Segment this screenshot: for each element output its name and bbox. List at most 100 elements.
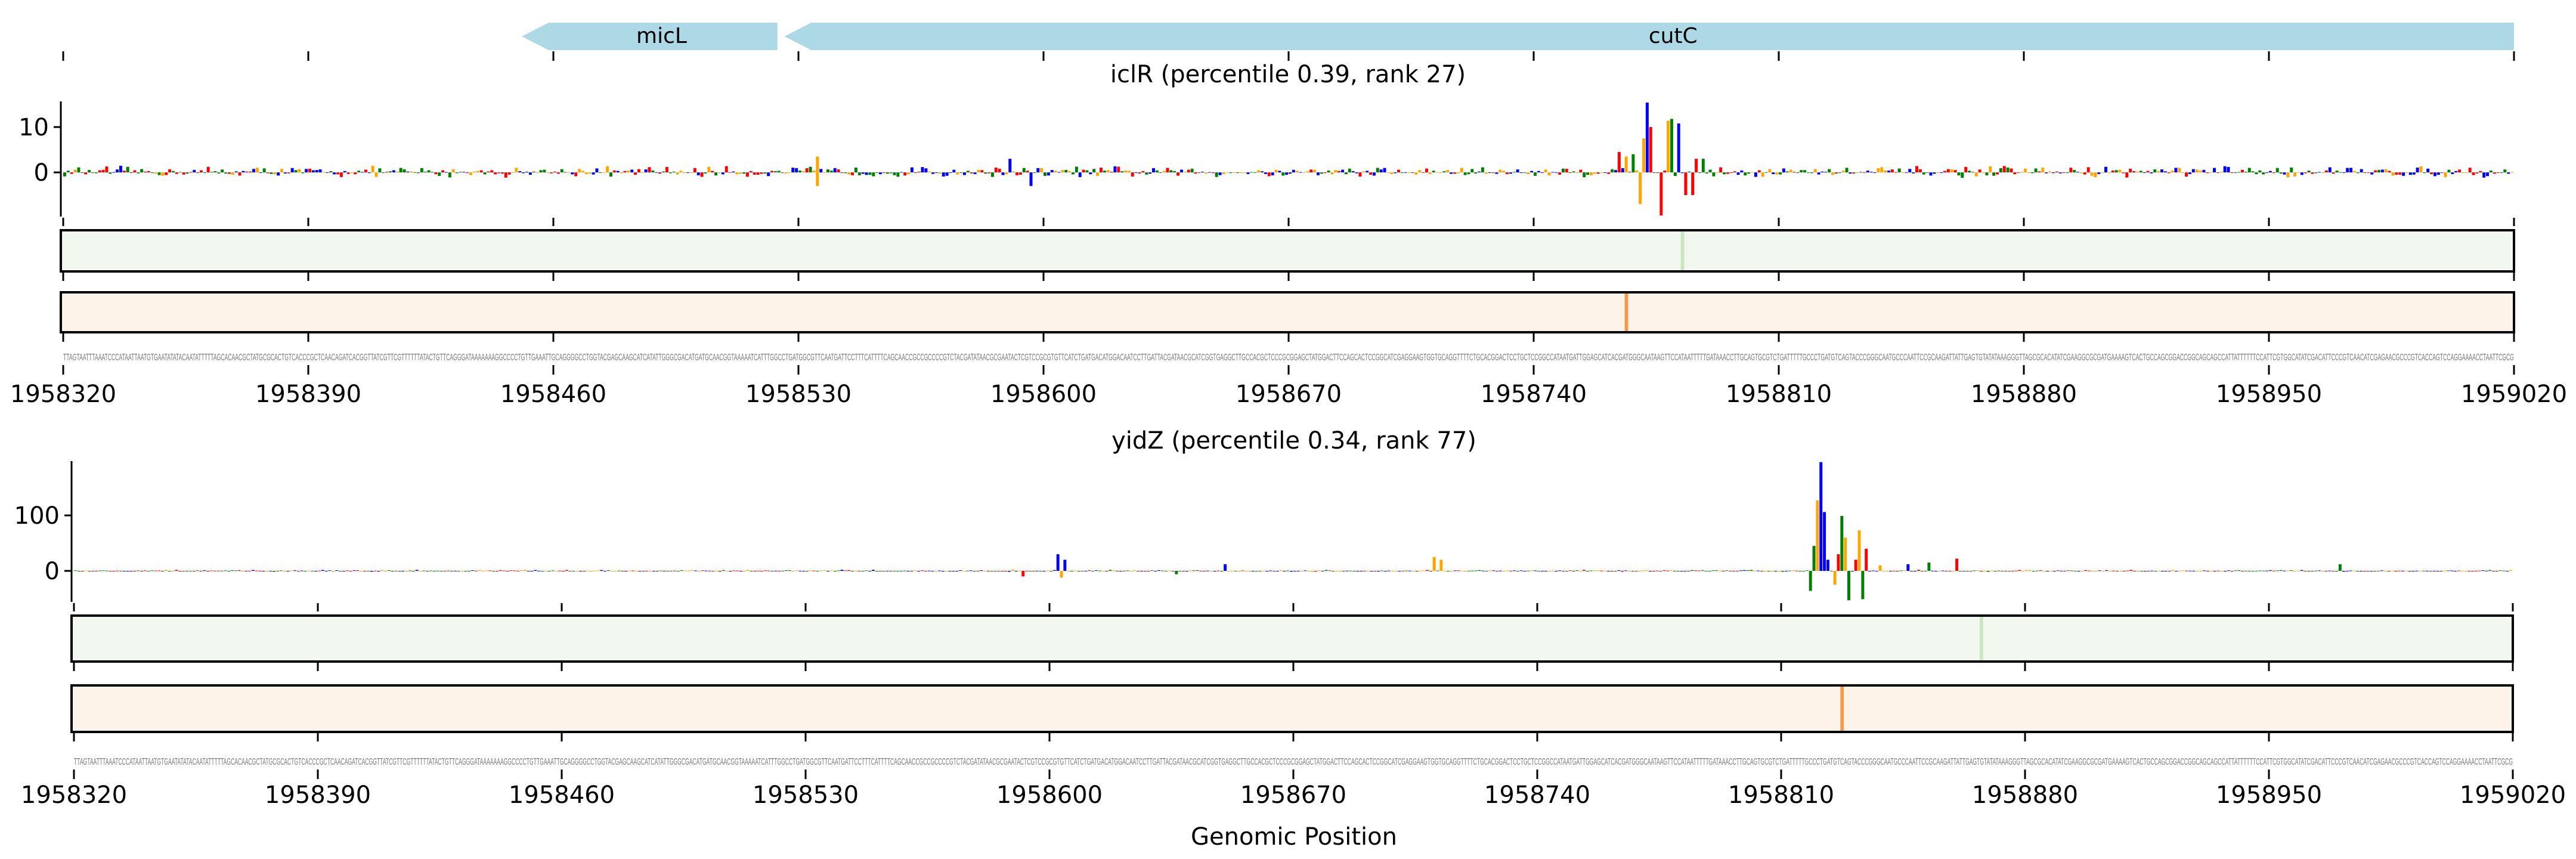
logo-letter-G: [1011, 570, 1014, 571]
logo-letter-C: [1094, 570, 1098, 571]
logo-letter-G: [1642, 138, 1646, 172]
logo-letter-G: [1386, 172, 1390, 173]
logo-letter-G: [683, 172, 686, 174]
logo-letter-G: [1222, 172, 1225, 174]
logo-letter-T: [2255, 172, 2258, 175]
gene-track: micL cutC: [62, 23, 2515, 61]
logo-letter-A: [1241, 570, 1244, 571]
logo-letter-G: [1188, 570, 1192, 571]
logo-letter-C: [1740, 170, 1744, 172]
logo-letter-G: [1239, 172, 1243, 174]
logo-letter-C: [2349, 570, 2352, 571]
logo-letter-C: [2174, 168, 2178, 172]
logo-letter-A: [490, 170, 494, 172]
logo-letter-G: [2181, 570, 2185, 571]
logo-letter-A: [1328, 570, 1332, 571]
logo-letter-T: [662, 171, 665, 172]
logo-letter-T: [1159, 172, 1162, 173]
x-tick-label: 1958530: [753, 781, 859, 809]
logo-letter-T: [98, 570, 101, 571]
logo-letter-C: [2346, 168, 2349, 172]
logo-letter-T: [74, 570, 77, 571]
logo-letter-C: [1089, 172, 1092, 175]
logo-letter-C: [1823, 512, 1826, 571]
logo-letter-G: [1488, 570, 1492, 571]
logo-letter-T: [2502, 570, 2506, 571]
logo-letter-A: [612, 170, 616, 172]
logo-letter-G: [374, 172, 378, 177]
x-tick-label: 1959020: [2461, 381, 2567, 408]
logo-letter-G: [816, 172, 819, 186]
logo-letter-T: [826, 169, 829, 172]
logo-letter-C: [1817, 172, 1820, 175]
logo-letter-C: [1246, 172, 1250, 174]
logo-letter-G: [689, 172, 693, 173]
logo-letter-A: [700, 172, 704, 177]
logo-letter-G: [1313, 169, 1317, 172]
logo-letter-C: [861, 172, 865, 174]
logo-letter-T: [427, 170, 431, 172]
x-tick-label: 1958460: [509, 781, 615, 809]
logo-letter-G: [2041, 168, 2045, 172]
logo-letter-A: [2367, 172, 2370, 173]
logo-letter-G: [691, 570, 694, 571]
logo-letter-C: [1826, 560, 1829, 571]
logo-letter-C: [2433, 172, 2436, 177]
y-tick-label: 0: [34, 159, 49, 187]
logo-letter-A: [1082, 169, 1085, 172]
logo-letter-C: [2045, 172, 2048, 174]
panel-iclr: iclR (percentile 0.39, rank 27) 0 10 19583…: [10, 61, 2567, 408]
logo-letter-A: [2084, 570, 2088, 571]
logo-letter-C: [2160, 169, 2163, 172]
logo-letter-T: [2489, 170, 2493, 172]
logo-letter-A: [441, 170, 445, 172]
logo-letter-A: [2324, 170, 2328, 172]
logo-letter-T: [722, 570, 725, 571]
logo-letter-G: [2444, 172, 2447, 177]
logo-letter-C: [1046, 172, 1050, 176]
logo-letter-G: [1330, 172, 1334, 175]
logo-letter-C: [600, 570, 603, 571]
logo-letter-G: [584, 172, 588, 174]
logo-letter-G: [1857, 530, 1861, 571]
logo-letter-C: [1558, 570, 1562, 571]
logo-letter-T: [1173, 171, 1176, 172]
logo-letter-G: [451, 169, 455, 172]
logo-letter-A: [1568, 570, 1572, 571]
logo-letter-G: [1884, 170, 1887, 172]
logo-letter-G: [1645, 570, 1649, 571]
logo-letter-C: [2058, 172, 2062, 174]
logo-letter-C: [1519, 570, 1523, 571]
logo-letter-T: [2488, 570, 2492, 571]
logo-letter-A: [1691, 172, 1695, 195]
logo-letter-T: [1327, 170, 1330, 172]
logo-letter-A: [1726, 172, 1729, 174]
logo-letter-A: [494, 172, 497, 175]
logo-letter-A: [466, 172, 469, 174]
logo-letter-C: [1366, 171, 1369, 172]
logo-letter-T: [262, 168, 266, 172]
logo-letter-A: [237, 570, 241, 571]
logo-letter-G: [1046, 570, 1049, 571]
logo-letter-T: [1701, 159, 1705, 172]
logo-letter-T: [1705, 172, 1708, 174]
logo-letter-G: [1243, 172, 1246, 173]
logo-letter-A: [2126, 570, 2129, 571]
logo-letter-T: [1033, 172, 1036, 173]
logo-letter-A: [1453, 172, 1456, 174]
logo-letter-T: [606, 570, 610, 571]
logo-letter-T: [2356, 172, 2360, 174]
logo-letter-T: [279, 570, 283, 571]
logo-letter-A: [1267, 172, 1271, 177]
logo-letter-G: [1257, 170, 1261, 172]
sequence-text: TTAGTAATTTAAATCCCATAATTAATGTGAATATATACAA…: [63, 353, 2514, 363]
logo-letter-C: [1453, 570, 1457, 571]
logo-letter-T: [1611, 169, 1614, 172]
logo-letter-T: [1470, 169, 1474, 172]
logo-letter-A: [175, 172, 178, 174]
logo-letter-T: [1126, 570, 1129, 571]
logo-letter-T: [2290, 167, 2293, 172]
logo-letter-T: [448, 172, 451, 178]
logo-letter-T: [1109, 570, 1112, 571]
logo-letter-C: [1488, 172, 1491, 173]
